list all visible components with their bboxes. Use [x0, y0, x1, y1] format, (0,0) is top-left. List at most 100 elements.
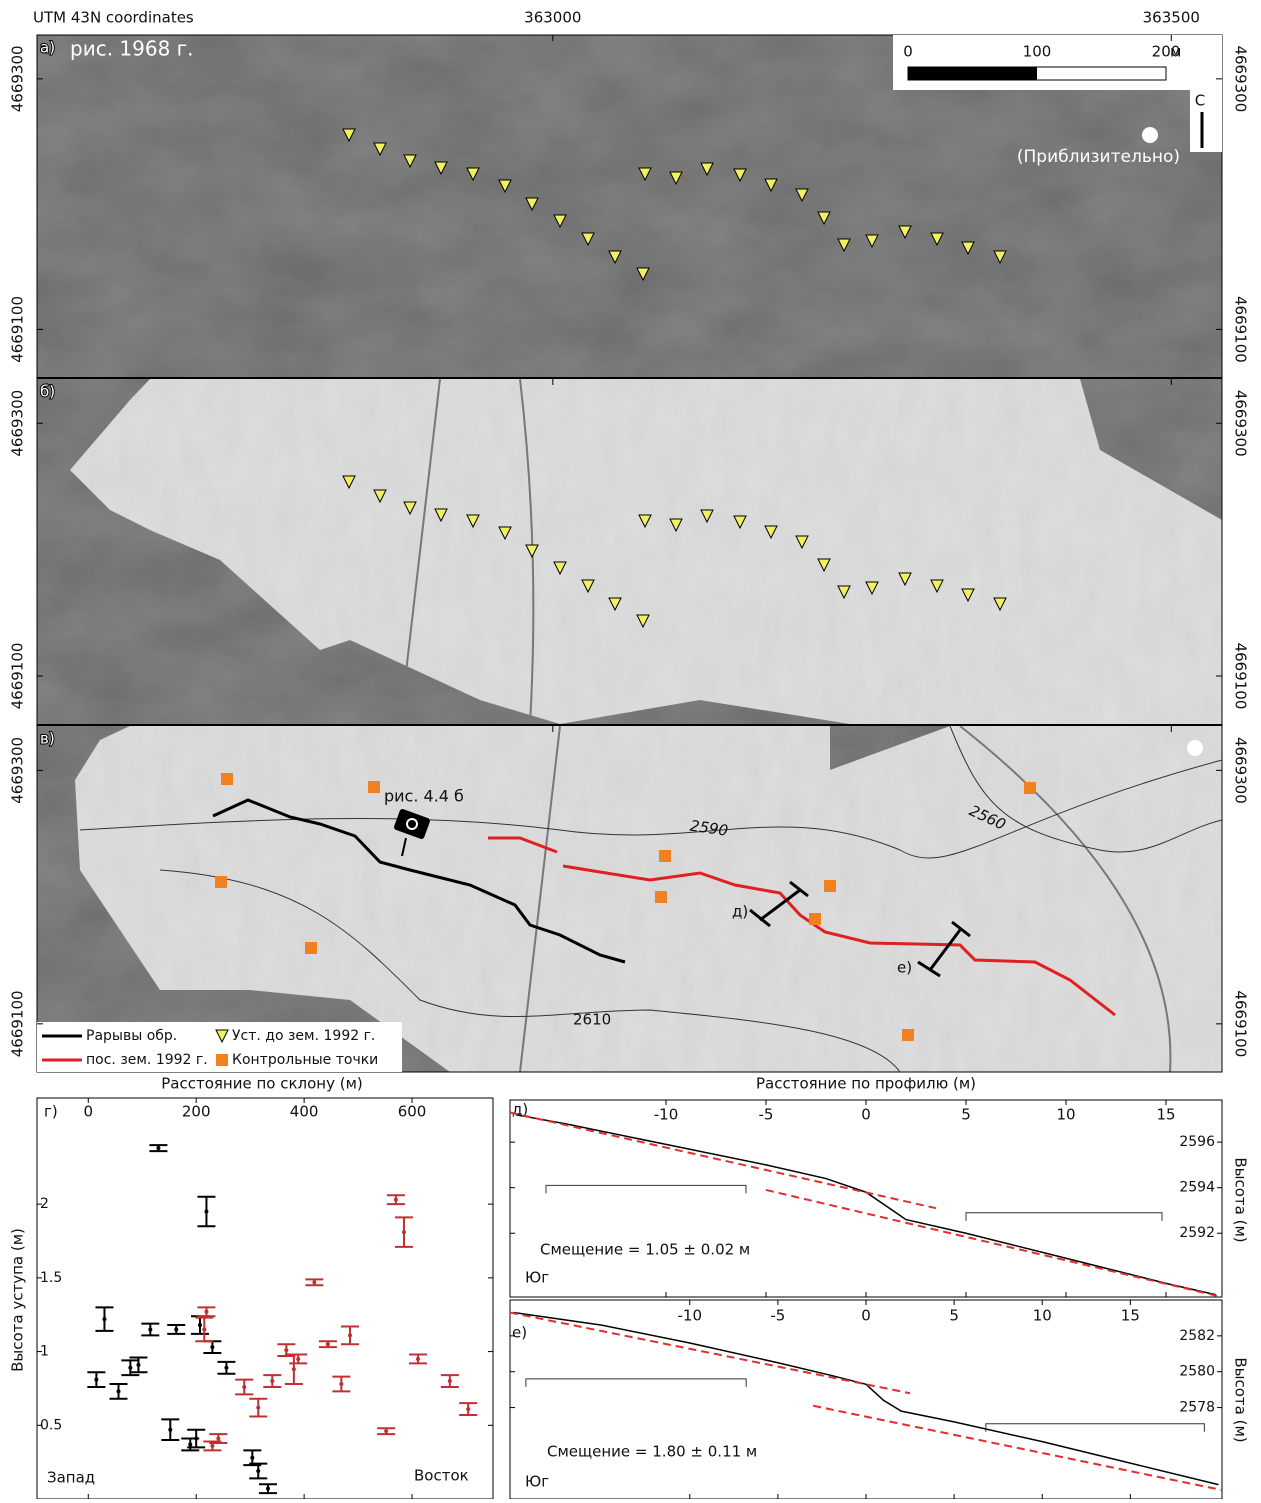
- point: [256, 1406, 260, 1410]
- coord-label: UTM 43N coordinates: [33, 9, 194, 27]
- panel-label: е): [512, 1324, 527, 1342]
- point: [136, 1363, 140, 1367]
- x-tick-label: -10: [654, 1106, 679, 1124]
- x-tick-label: 15: [1156, 1106, 1175, 1124]
- profile-label: д): [732, 903, 748, 921]
- y-tick-label: 4669100: [1232, 990, 1250, 1057]
- scale-tick-label: 100: [1023, 43, 1052, 61]
- point: [256, 1469, 260, 1473]
- y-tick-label: 4669100: [9, 643, 27, 710]
- x-tick-label: 15: [1121, 1307, 1140, 1325]
- fit-line: [510, 1313, 910, 1394]
- legend-swatch: [216, 1054, 228, 1066]
- y-tick-label: 2596: [1179, 1134, 1215, 1150]
- point: [266, 1487, 270, 1491]
- y-tick-label: 2582: [1179, 1328, 1215, 1344]
- map-backgrounds: [37, 35, 1222, 1072]
- y-tick-label: 4669300: [1232, 390, 1250, 457]
- sun-note: (Приблизительно): [1017, 147, 1180, 167]
- point: [174, 1327, 178, 1331]
- annotation: Восток: [414, 1467, 469, 1485]
- point: [326, 1342, 330, 1346]
- y-axis-title: Высота (м): [1232, 1157, 1250, 1242]
- point: [270, 1379, 274, 1383]
- point: [116, 1389, 120, 1393]
- control-point: [902, 1029, 914, 1041]
- panel-title: рис. 1968 г.: [70, 37, 194, 61]
- x-tick-label: 0: [861, 1106, 871, 1124]
- annotation: Запад: [47, 1469, 95, 1487]
- panel-label: б): [40, 383, 55, 401]
- annotation: Смещение = 1.05 ± 0.02 м: [540, 1241, 750, 1259]
- chart-frame: [510, 1100, 1222, 1297]
- scale-tick-label: 200: [1152, 43, 1181, 61]
- fit-window: [986, 1424, 1205, 1432]
- control-point: [809, 913, 821, 925]
- panel-label: в): [40, 730, 55, 748]
- y-tick-label: 4669100: [1232, 296, 1250, 363]
- y-tick-label: 4669300: [9, 45, 27, 112]
- y-tick-label: 4669300: [1232, 45, 1250, 112]
- point: [102, 1317, 106, 1321]
- panel-label: г): [44, 1103, 58, 1121]
- x-tick-label: 0: [83, 1103, 93, 1121]
- north-label: С: [1195, 92, 1205, 110]
- profile-label: е): [897, 959, 912, 977]
- legend-label: Рарывы обр.: [86, 1028, 177, 1044]
- point: [198, 1323, 202, 1327]
- legend-label: Уст. до зем. 1992 г.: [232, 1028, 375, 1044]
- y-tick-label: 0.5: [40, 1417, 62, 1433]
- point: [94, 1378, 98, 1382]
- x-tick-label: 400: [290, 1103, 319, 1121]
- y-tick-label: 4669300: [9, 390, 27, 457]
- chart-frame: [510, 1300, 1222, 1499]
- point: [339, 1382, 343, 1386]
- y-tick-label: 2578: [1179, 1400, 1215, 1416]
- control-point: [215, 876, 227, 888]
- x-tick-label: 10: [1033, 1307, 1052, 1325]
- y-axis-title: Высота (м): [1232, 1357, 1250, 1442]
- point: [284, 1348, 288, 1352]
- x-tick-label: 5: [949, 1307, 959, 1325]
- point: [292, 1367, 296, 1371]
- point: [156, 1146, 160, 1150]
- point: [224, 1366, 228, 1370]
- chart-frame: [37, 1098, 493, 1499]
- control-point: [655, 891, 667, 903]
- scale-bar-segment: [908, 67, 1037, 80]
- control-point: [305, 942, 317, 954]
- point: [216, 1437, 220, 1441]
- figure: UTM 43N coordinates рис. 1968 г. (Прибли…: [0, 0, 1261, 1499]
- point: [242, 1385, 246, 1389]
- profile-line: [516, 1115, 1216, 1295]
- point: [210, 1444, 214, 1448]
- x-tick-label: -10: [678, 1307, 703, 1325]
- y-tick-label: 4669300: [1232, 737, 1250, 804]
- fit-line: [510, 1113, 936, 1209]
- photo-label: рис. 4.4 б: [384, 787, 464, 806]
- y-tick-label: 4669100: [9, 296, 27, 363]
- scale-tick-label: 0: [903, 43, 913, 61]
- point: [204, 1210, 208, 1214]
- x-tick-label: 363500: [1143, 9, 1200, 27]
- direction: Юг: [525, 1269, 549, 1287]
- point: [348, 1333, 352, 1337]
- contour-label: 2610: [573, 1011, 611, 1029]
- x-axis-title: Расстояние по профилю (м): [756, 1075, 976, 1093]
- direction: Юг: [525, 1473, 549, 1491]
- panel-label: а): [40, 39, 55, 57]
- control-point: [824, 880, 836, 892]
- legend-label: пос. зем. 1992 г.: [86, 1052, 208, 1068]
- point: [466, 1407, 470, 1411]
- control-point: [659, 850, 671, 862]
- y-tick-label: 1.5: [40, 1270, 62, 1286]
- point: [210, 1345, 214, 1349]
- point: [296, 1357, 300, 1361]
- point: [128, 1366, 132, 1370]
- point: [250, 1456, 254, 1460]
- annotation: Смещение = 1.80 ± 0.11 м: [547, 1443, 757, 1461]
- point: [168, 1428, 172, 1432]
- control-point: [368, 781, 380, 793]
- y-tick-label: 4669100: [1232, 643, 1250, 710]
- legend-label: Контрольные точки: [232, 1052, 378, 1068]
